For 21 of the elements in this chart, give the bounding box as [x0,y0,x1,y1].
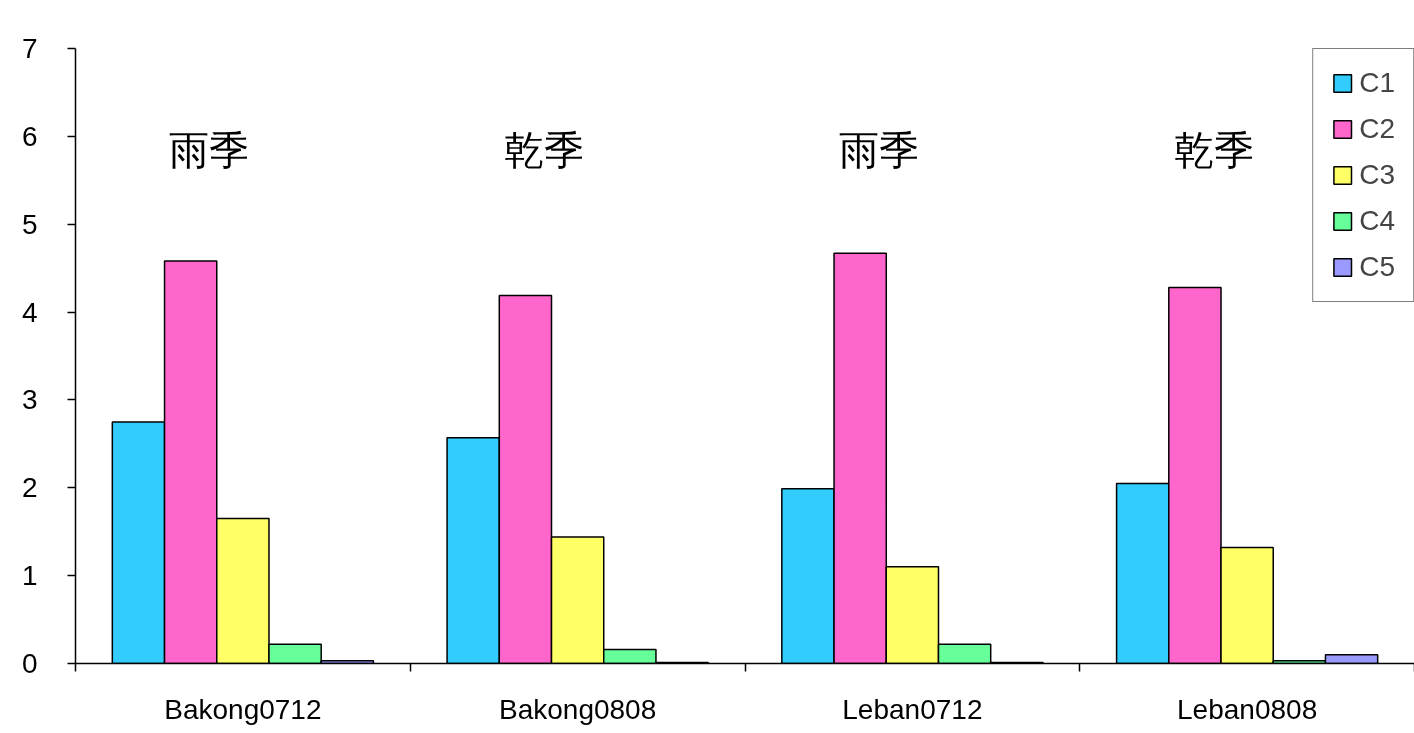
y-tick-label: 7 [21,33,38,64]
y-tick-label: 2 [21,472,38,504]
y-tick-label: 3 [21,384,38,416]
annotation: 乾季 [504,126,585,173]
annotation: 雨季 [169,126,250,173]
legend-label: C3 [1359,159,1395,191]
annotation: 雨季 [838,126,919,173]
x-tick-label: Bakong0808 [499,693,657,725]
x-tick-label: Bakong0712 [164,693,322,725]
x-tick-label: Leban0712 [842,693,983,725]
y-tick-label: 0 [21,648,38,679]
x-tick-label: Leban0808 [1177,693,1318,725]
y-tick-label: 5 [21,208,38,240]
legend-label: C5 [1359,251,1395,283]
legend-label: C1 [1359,67,1395,99]
annotation: 乾季 [1173,126,1254,173]
y-tick-label: 6 [21,120,38,152]
legend-label: C4 [1359,205,1395,237]
legend-label: C2 [1359,113,1395,145]
y-tick-label: 1 [21,560,38,592]
y-tick-label: 4 [21,296,38,328]
